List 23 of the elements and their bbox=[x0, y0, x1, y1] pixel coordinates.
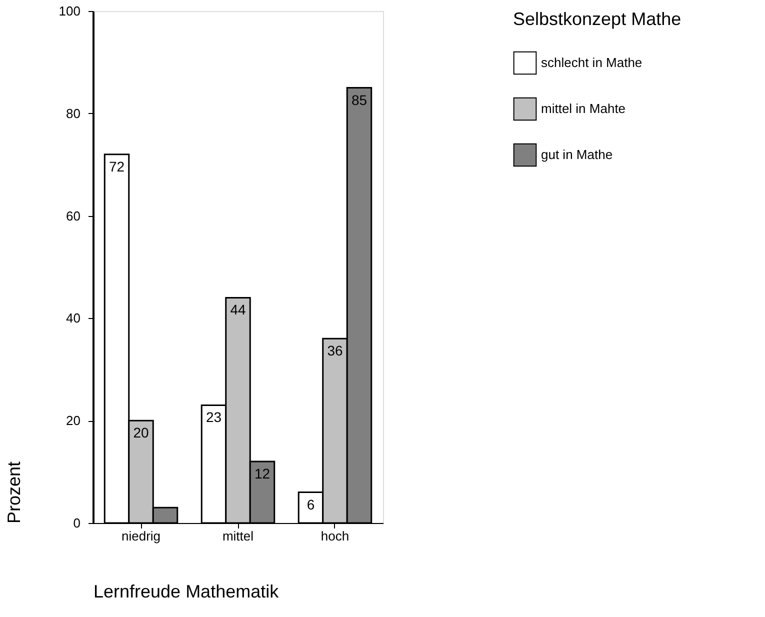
data-label: 12 bbox=[254, 466, 270, 482]
legend-title: Selbstkonzept Mathe bbox=[513, 9, 682, 29]
y-tick-label: 0 bbox=[73, 516, 80, 530]
legend-label: mittel in Mahte bbox=[541, 101, 626, 116]
data-label: 6 bbox=[306, 496, 315, 512]
data-label: 72 bbox=[108, 158, 125, 174]
x-tick-label: niedrig bbox=[121, 528, 161, 544]
legend-label: gut in Mathe bbox=[541, 147, 613, 162]
x-tick-label: mittel bbox=[222, 528, 254, 544]
data-label: 44 bbox=[230, 302, 246, 318]
y-tick-label: 60 bbox=[66, 208, 80, 224]
y-axis-title: Prozent bbox=[4, 461, 24, 524]
data-label: 20 bbox=[133, 424, 150, 441]
y-tick-label: 100 bbox=[58, 4, 80, 18]
x-axis-title: Lernfreude Mathematik bbox=[94, 582, 280, 602]
data-label: 36 bbox=[327, 342, 343, 359]
y-tick-label: 20 bbox=[66, 413, 80, 428]
data-label: 23 bbox=[206, 409, 222, 426]
legend-label: schlecht in Mathe bbox=[541, 55, 642, 70]
x-tick-label: hoch bbox=[320, 528, 350, 544]
y-tick-label: 80 bbox=[66, 106, 80, 121]
data-label: 85 bbox=[351, 92, 368, 108]
y-tick-label: 40 bbox=[66, 310, 80, 326]
